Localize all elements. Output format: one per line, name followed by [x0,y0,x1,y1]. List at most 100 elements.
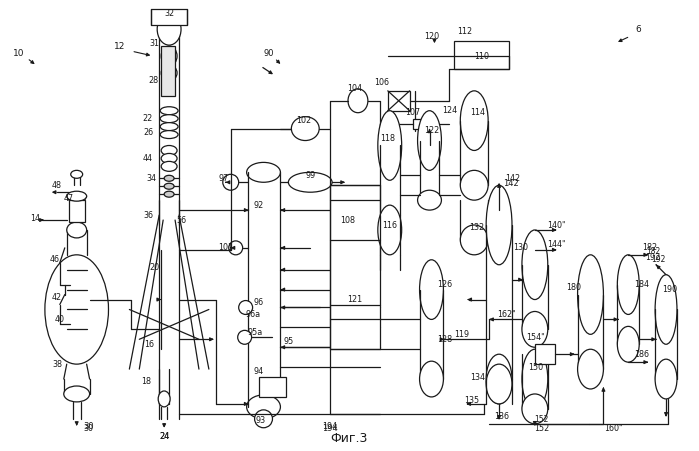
Text: 182: 182 [646,247,661,256]
Ellipse shape [164,183,174,189]
Text: 40: 40 [55,315,65,324]
Ellipse shape [486,364,512,404]
Text: 47: 47 [64,193,74,202]
Text: 180: 180 [566,283,581,292]
Text: 190: 190 [663,285,677,294]
Text: 31: 31 [149,39,159,48]
Text: 14: 14 [30,213,40,222]
Circle shape [229,241,243,255]
Ellipse shape [161,146,177,156]
Ellipse shape [461,170,488,200]
Ellipse shape [161,153,177,163]
Text: 121: 121 [347,295,363,304]
Text: Фиг.3: Фиг.3 [331,432,368,445]
Text: 26: 26 [143,128,153,137]
Text: 194: 194 [322,422,338,431]
Text: 56: 56 [176,216,186,225]
Ellipse shape [522,349,548,409]
Text: 192: 192 [651,255,665,264]
Text: 106: 106 [374,78,389,87]
Ellipse shape [378,205,402,255]
Text: 114: 114 [470,108,484,117]
Ellipse shape [158,391,170,407]
Text: 126: 126 [437,280,452,289]
Bar [535,344,555,364]
Text: 6: 6 [635,25,641,34]
Bar [330,185,380,349]
Circle shape [254,410,273,428]
Bar [69,200,85,222]
Text: 162": 162" [498,310,517,319]
Ellipse shape [522,394,548,424]
Text: 10: 10 [13,49,24,58]
Ellipse shape [419,361,443,397]
Text: 95a: 95a [248,328,264,337]
Text: 95: 95 [283,337,294,346]
Ellipse shape [66,222,87,238]
Ellipse shape [378,110,402,180]
Text: 24: 24 [159,432,169,441]
Ellipse shape [486,185,512,265]
Text: 182: 182 [642,244,658,253]
Ellipse shape [160,131,178,138]
Text: 107: 107 [405,108,420,117]
Text: 32: 32 [164,9,174,18]
Text: 130: 130 [514,244,528,253]
Text: 102: 102 [296,116,311,125]
Ellipse shape [64,386,89,402]
Ellipse shape [461,225,488,255]
Ellipse shape [289,172,332,192]
Text: 116: 116 [382,221,397,230]
Ellipse shape [461,91,488,151]
Text: 93: 93 [256,416,266,425]
Ellipse shape [161,161,177,171]
Text: 90: 90 [264,49,274,58]
Ellipse shape [164,191,174,197]
Ellipse shape [417,190,442,210]
Bar [454,41,509,69]
Text: 150: 150 [528,363,543,372]
Ellipse shape [71,170,82,178]
Text: 192: 192 [645,253,661,262]
Text: 136: 136 [495,412,510,421]
Text: 99: 99 [305,171,315,180]
Ellipse shape [160,107,178,115]
Ellipse shape [164,175,174,181]
Text: 110: 110 [474,51,489,60]
Ellipse shape [655,275,677,344]
Text: 101: 101 [218,244,233,253]
Text: 118: 118 [380,134,395,143]
Circle shape [238,330,252,344]
Text: 97: 97 [219,174,229,183]
Bar [259,377,287,397]
Ellipse shape [247,162,280,182]
Text: 18: 18 [141,377,151,386]
Text: 194: 194 [322,424,338,433]
Text: 140": 140" [547,221,566,230]
Text: 152: 152 [534,424,549,433]
Ellipse shape [291,117,319,141]
Ellipse shape [66,191,87,201]
Ellipse shape [157,14,181,45]
Text: 124: 124 [442,106,457,115]
Text: 144": 144" [547,240,566,249]
Text: 16: 16 [144,340,154,349]
Text: 94: 94 [254,367,264,376]
Text: 154": 154" [526,333,545,342]
Ellipse shape [655,359,677,399]
Text: 42: 42 [52,293,62,302]
Ellipse shape [522,312,548,347]
Text: 46: 46 [50,255,60,264]
Ellipse shape [417,110,442,170]
Ellipse shape [348,89,368,113]
Text: 20: 20 [149,263,159,272]
Text: 122: 122 [424,126,439,135]
Text: 24: 24 [159,432,169,441]
Text: 132: 132 [470,224,485,232]
Text: 108: 108 [340,216,356,225]
Text: 160": 160" [604,424,623,433]
Ellipse shape [419,260,443,319]
Ellipse shape [617,327,639,362]
Text: 28: 28 [148,76,158,85]
Text: 186: 186 [634,350,649,359]
